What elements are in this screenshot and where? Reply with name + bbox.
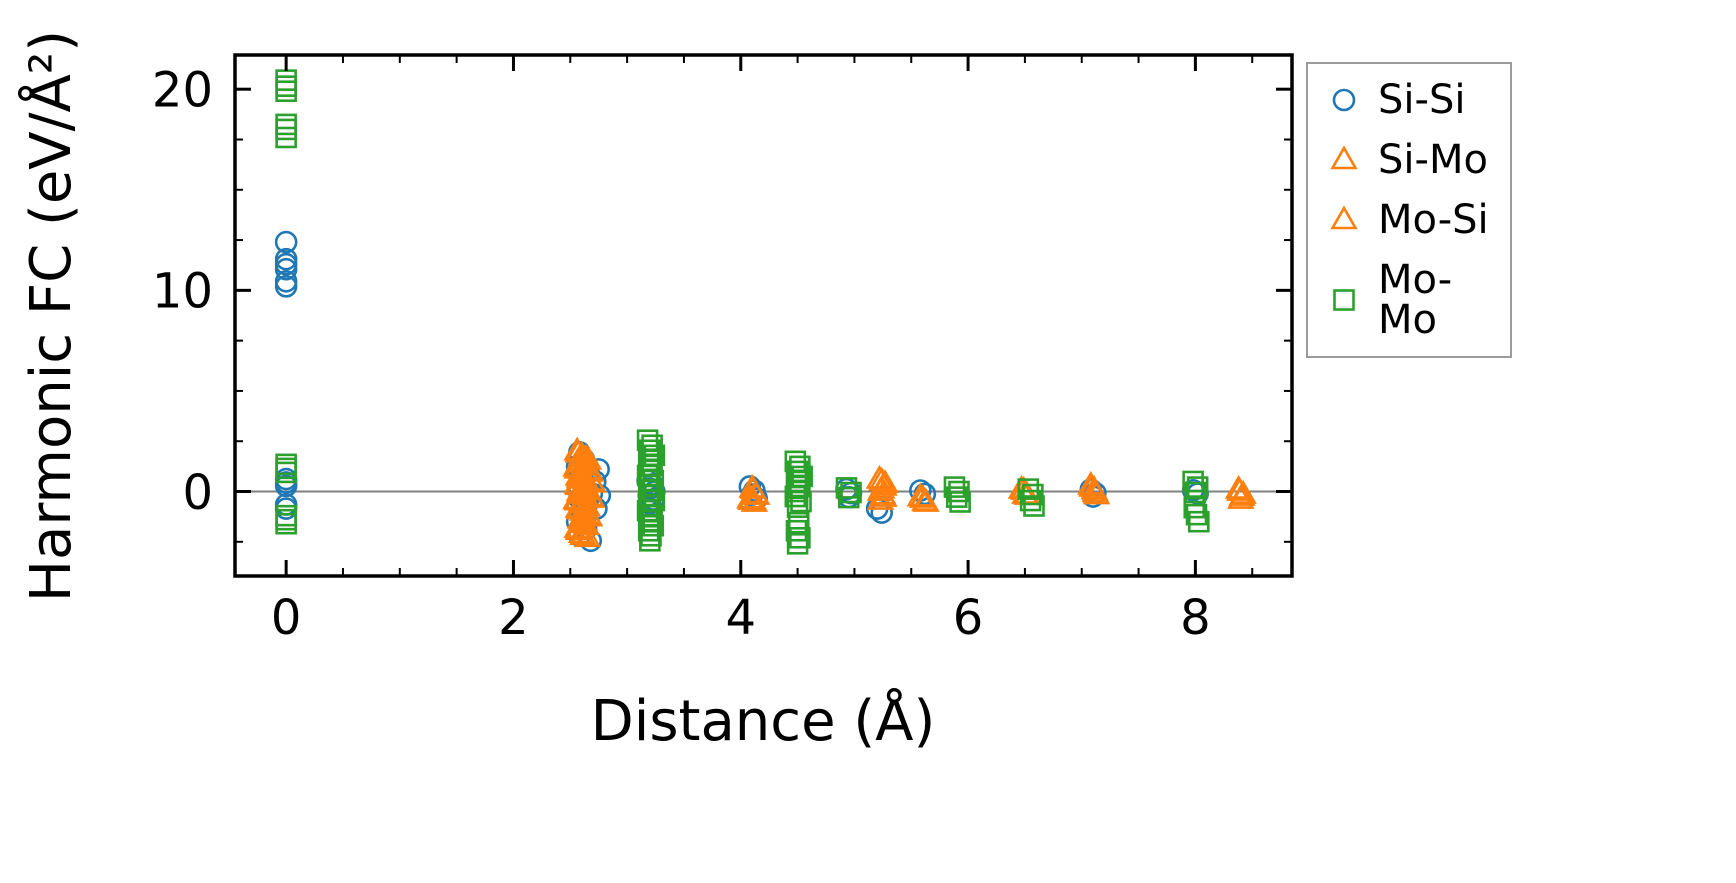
plot-frame [233, 53, 1294, 578]
legend-label: Si-Si [1378, 77, 1466, 123]
legend: Si-Si Si-Mo Mo-Si Mo-Mo [1306, 62, 1512, 358]
y-tick-label: 0 [182, 465, 213, 521]
x-tick-label: 4 [725, 590, 756, 646]
legend-label: Si-Mo [1378, 137, 1488, 183]
x-axis-label: Distance (Å) [591, 688, 936, 754]
y-axis-label: Harmonic FC (eV/Å²) [18, 30, 84, 602]
x-tick-label: 2 [498, 590, 529, 646]
x-tick-label: 8 [1180, 590, 1211, 646]
square-marker-icon [1333, 289, 1355, 311]
plot-content: 0 2 4 6 8 0 10 20 [152, 53, 1294, 646]
tick-labels: 0 2 4 6 8 0 10 20 [152, 62, 1211, 646]
legend-item-si-si: Si-Si [1324, 80, 1496, 120]
triangle-marker-icon [1330, 205, 1358, 230]
y-tick-label: 10 [152, 264, 213, 320]
x-tick-label: 0 [271, 590, 302, 646]
series-mo-si [563, 438, 1256, 546]
y-tick-label: 20 [152, 62, 213, 118]
x-tick-label: 6 [953, 590, 984, 646]
triangle-marker-icon [1330, 145, 1358, 170]
legend-label: Mo-Si [1378, 197, 1489, 243]
axis-ticks [235, 55, 1292, 576]
legend-item-si-mo: Si-Mo [1324, 140, 1496, 180]
circle-marker-icon [1332, 88, 1356, 112]
legend-item-mo-mo: Mo-Mo [1324, 260, 1496, 340]
legend-item-mo-si: Mo-Si [1324, 200, 1496, 240]
legend-label: Mo-Mo [1378, 257, 1453, 343]
